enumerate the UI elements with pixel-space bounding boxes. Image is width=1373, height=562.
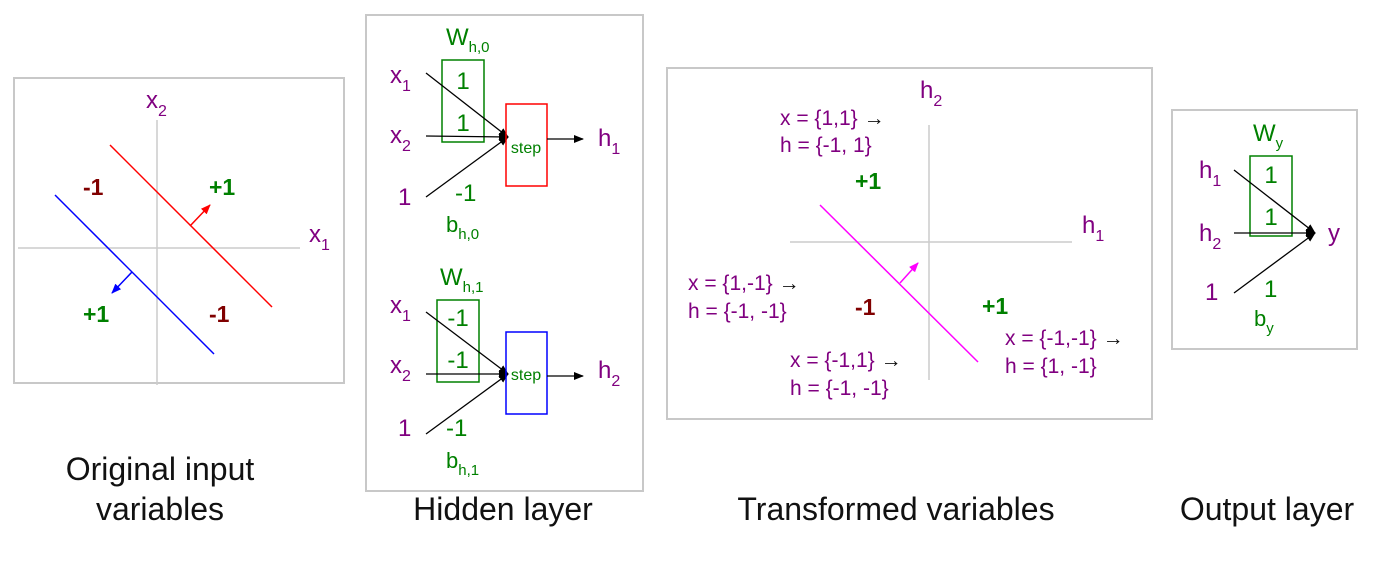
edge-x1-h0 <box>425 72 509 138</box>
magenta-boundary-line <box>819 204 979 363</box>
region-label-plus-right: +1 <box>982 293 1008 319</box>
original-caption-line2: variables <box>96 491 224 527</box>
region-label-right-bottom: -1 <box>209 301 230 327</box>
original-caption-line1: Original input <box>66 451 255 487</box>
mapping-b-h: h = {-1, -1} <box>688 300 787 323</box>
original-panel-frame <box>13 77 345 384</box>
bias-input-h0: 1 <box>398 184 411 211</box>
step-box-h0 <box>505 103 548 187</box>
mapping-d-x: x = {-1,-1} → <box>1005 327 1124 350</box>
blue-normal-arrow <box>111 271 133 294</box>
bias-input-y: 1 <box>1205 279 1218 306</box>
weight-box-y <box>1249 155 1293 237</box>
step-box-h1 <box>505 331 548 415</box>
input-x2-h1: x2 <box>390 352 411 385</box>
region-label-minus: -1 <box>855 294 876 320</box>
input-h1-out: h1 <box>1199 157 1221 190</box>
weight-h1-2: -1 <box>447 347 468 374</box>
h2-axis-label: h2 <box>920 77 942 110</box>
bias-value-h0: -1 <box>455 180 476 207</box>
hidden-panel-frame <box>365 14 644 492</box>
input-x2-h0: x2 <box>390 122 411 155</box>
weight-label-y: Wy <box>1253 120 1284 152</box>
red-normal-arrow <box>189 204 211 227</box>
input-h2-out: h2 <box>1199 220 1221 253</box>
edge-bias-h1 <box>425 373 509 435</box>
region-label-left-top: -1 <box>83 174 104 200</box>
x1-axis-label: x1 <box>309 221 330 254</box>
step-label-h1: step <box>511 367 541 384</box>
weight-h0-1: 1 <box>456 68 469 95</box>
bias-value-y: 1 <box>1264 276 1277 303</box>
step-label-h0: step <box>511 140 541 157</box>
weight-y-2: 1 <box>1264 204 1277 231</box>
bias-label-h1: bh,1 <box>446 448 479 479</box>
magenta-normal-arrow <box>899 262 919 284</box>
weight-h0-2: 1 <box>456 110 469 137</box>
region-label-right-top: +1 <box>209 174 235 200</box>
hidden-unit-0: Wh,0 1 1 x1 x2 1 -1 bh,0 step h1 <box>390 24 620 243</box>
input-x1-h1: x1 <box>390 292 411 325</box>
hidden-caption: Hidden layer <box>413 491 593 527</box>
edge-h1-y <box>1233 169 1316 234</box>
output-panel-frame <box>1171 109 1358 350</box>
bias-label-y: by <box>1254 306 1274 337</box>
output-panel: Wy 1 1 h1 h2 1 y 1 by Output layer <box>1171 109 1358 527</box>
mapping-a-x: x = {1,1} → <box>780 107 885 130</box>
input-x1-h0: x1 <box>390 62 411 95</box>
weight-label-h1: Wh,1 <box>440 264 484 296</box>
transformed-caption: Transformed variables <box>737 491 1054 527</box>
weight-box-h1 <box>436 299 480 383</box>
weight-h1-1: -1 <box>447 305 468 332</box>
output-y: y <box>1328 220 1340 247</box>
x2-axis-label: x2 <box>146 87 167 120</box>
edge-bias-h0 <box>425 136 509 198</box>
output-h2: h2 <box>598 357 620 390</box>
output-h1: h1 <box>598 125 620 158</box>
region-label-left-bottom: +1 <box>83 301 109 327</box>
weight-y-1: 1 <box>1264 162 1277 189</box>
blue-boundary-line <box>54 194 215 355</box>
edge-x1-h1 <box>425 311 509 375</box>
h1-axis-label: h1 <box>1082 212 1104 245</box>
bias-value-h1: -1 <box>446 415 467 442</box>
output-caption: Output layer <box>1180 491 1355 527</box>
mapping-c-h: h = {-1, -1} <box>790 377 889 400</box>
hidden-panel: Wh,0 1 1 x1 x2 1 -1 bh,0 step h1 <box>365 14 644 527</box>
mapping-d-h: h = {1, -1} <box>1005 355 1097 378</box>
original-panel: x2 x1 -1 +1 +1 -1 Original input variabl… <box>13 77 345 527</box>
mapping-a-h: h = {-1, 1} <box>780 134 872 157</box>
weight-label-h0: Wh,0 <box>446 24 490 56</box>
bias-input-h1: 1 <box>398 415 411 442</box>
mapping-c-x: x = {-1,1} → <box>790 349 902 372</box>
weight-box-h0 <box>441 59 485 143</box>
edge-bias-y <box>1233 232 1316 294</box>
mapping-b-x: x = {1,-1} → <box>688 272 800 295</box>
transformed-panel: h2 h1 x = {1,1} → h = {-1, 1} +1 x = {1,-… <box>666 67 1153 527</box>
region-label-plus-top: +1 <box>855 168 881 194</box>
hidden-unit-1: Wh,1 -1 -1 x1 x2 1 -1 bh,1 step h2 <box>390 264 620 479</box>
bias-label-h0: bh,0 <box>446 212 479 243</box>
transformed-panel-frame <box>666 67 1153 420</box>
edge-x2-h0 <box>425 132 509 141</box>
